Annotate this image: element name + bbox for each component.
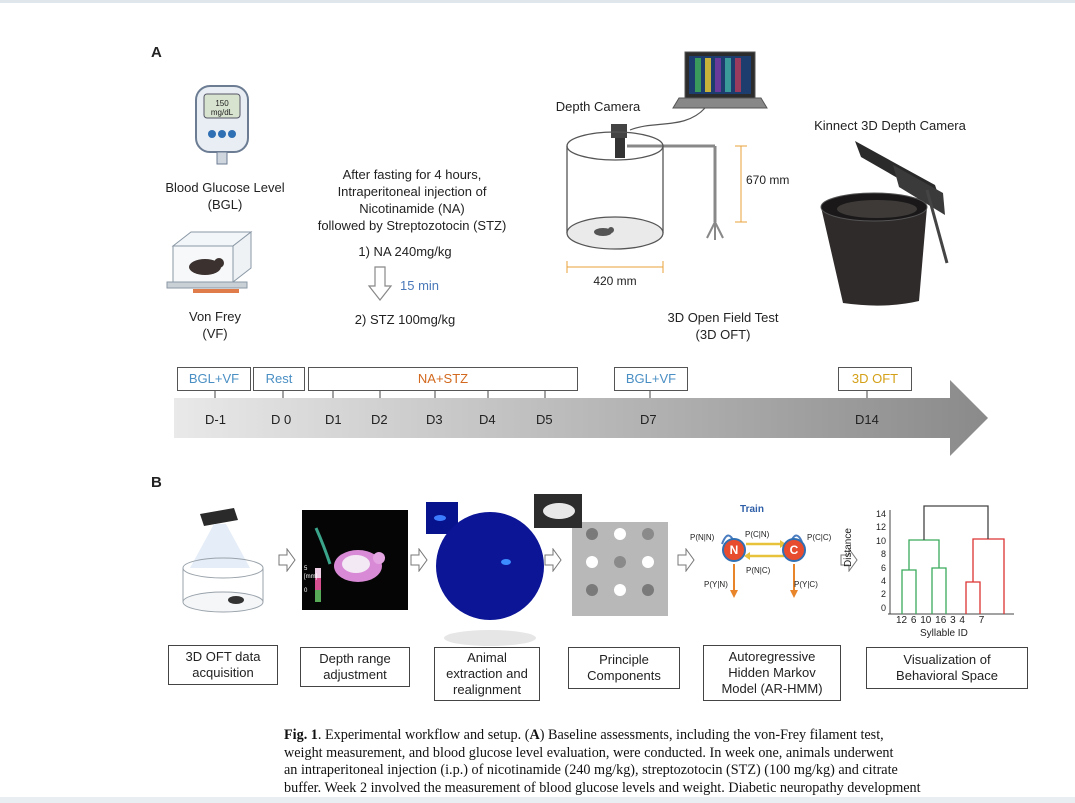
ytick-0: 0 xyxy=(880,602,886,613)
flow-arrow-icon-4 xyxy=(677,548,695,572)
oft-abbrev: (3D OFT) xyxy=(695,327,751,342)
ytick-10: 10 xyxy=(875,535,886,546)
state-n: N xyxy=(729,543,739,557)
depth-camera-label: Depth Camera xyxy=(555,99,641,114)
timeline-box-3d-oft: 3D OFT xyxy=(838,367,912,391)
flow-arrow-icon-3 xyxy=(544,548,562,572)
dendrogram-xlabel: Syllable ID xyxy=(920,628,968,639)
principal-components-icon xyxy=(534,494,668,616)
ytick-12: 12 xyxy=(875,522,886,533)
kinnect-camera-photo xyxy=(820,141,949,306)
step-box-visualization: Visualization of Behavioral Space xyxy=(866,647,1028,689)
ytick-2: 2 xyxy=(880,589,886,600)
flow-arrow-icon-2 xyxy=(410,548,428,572)
step2-text: 2) STZ 100mg/kg xyxy=(354,312,456,327)
von-frey-cage-icon xyxy=(166,230,253,293)
glucose-meter-icon xyxy=(195,85,249,165)
ytick-4: 4 xyxy=(880,576,886,587)
step-box-depth-range: Depth range adjustment xyxy=(300,647,410,687)
p-c-c: P(C|C) xyxy=(807,533,832,542)
xtick-10: 10 xyxy=(920,615,932,626)
step-box-acquisition: 3D OFT data acquisition xyxy=(168,645,278,685)
timeline-arrow xyxy=(174,380,988,456)
depth-scale-max: 5 xyxy=(304,566,308,572)
oft-acquisition-icon xyxy=(182,508,264,613)
state-c: C xyxy=(789,543,799,557)
step1-text: 1) NA 240mg/kg xyxy=(358,244,452,259)
flow-arrow-icon-5 xyxy=(840,548,858,572)
height-label: 670 mm xyxy=(746,173,790,187)
step-box-ar-hmm: Autoregressive Hidden Markov Model (AR-HMM… xyxy=(703,645,841,701)
bgl-title: Blood Glucose Level xyxy=(165,180,285,195)
p-n-n: P(N|N) xyxy=(690,533,715,542)
day-d0: D 0 xyxy=(271,412,292,427)
day-d7: D7 xyxy=(640,412,657,427)
depth-scale-min: 0 xyxy=(304,588,308,594)
step-box-extraction: Animal extraction and realignment xyxy=(434,647,540,701)
ytick-6: 6 xyxy=(880,562,886,573)
day-d14: D14 xyxy=(855,412,879,427)
p-n-c: P(N|C) xyxy=(746,566,771,575)
down-arrow-icon xyxy=(367,266,393,301)
dendrogram-plot xyxy=(888,505,1014,615)
timeline-box-bgl-vf-1: BGL+VF xyxy=(177,367,251,391)
meter-unit: mg/dL xyxy=(210,108,234,117)
day-d4: D4 xyxy=(479,412,496,427)
hmm-train-label: Train xyxy=(740,504,764,515)
depth-image-icon xyxy=(302,510,408,610)
day-d5: D5 xyxy=(536,412,553,427)
day-d2: D2 xyxy=(371,412,388,427)
ytick-14: 14 xyxy=(875,509,886,519)
p-y-c: P(Y|C) xyxy=(794,580,818,589)
vf-abbrev: (VF) xyxy=(202,326,228,341)
p-c-n: P(C|N) xyxy=(745,530,770,539)
day-d1: D1 xyxy=(325,412,342,427)
injection-line-3: Nicotinamide (NA) xyxy=(359,201,465,216)
interval-text: 15 min xyxy=(400,278,440,293)
panel-b-label: B xyxy=(151,474,162,491)
top-border xyxy=(0,0,1075,3)
step-box-principal-components: Principle Components xyxy=(568,647,680,689)
injection-line-1: After fasting for 4 hours, xyxy=(342,167,482,182)
day-d-1: D-1 xyxy=(205,412,226,427)
xtick-3: 3 xyxy=(950,615,956,626)
animal-extraction-icon xyxy=(426,502,544,646)
flow-arrow-icon-1 xyxy=(278,548,296,572)
timeline-box-na-stz: NA+STZ xyxy=(308,367,578,391)
xtick-4: 4 xyxy=(959,615,965,626)
vf-title: Von Frey xyxy=(188,309,242,324)
caption-label: Fig. 1 xyxy=(284,727,318,743)
width-label: 420 mm xyxy=(593,274,637,288)
panel-a-label: A xyxy=(151,44,162,61)
open-field-arena-icon xyxy=(566,51,768,273)
timeline-box-bgl-vf-2: BGL+VF xyxy=(614,367,688,391)
hmm-diagram xyxy=(721,534,806,598)
bgl-abbrev: (BGL) xyxy=(207,197,243,212)
injection-line-4: followed by Streptozotocin (STZ) xyxy=(317,218,507,233)
injection-line-2: Intraperitoneal injection of xyxy=(337,184,487,199)
timeline-box-rest: Rest xyxy=(253,367,305,391)
xtick-16: 16 xyxy=(935,615,947,626)
xtick-7: 7 xyxy=(978,615,985,626)
depth-scale-unit: [mm] xyxy=(304,574,318,580)
meter-value: 150 xyxy=(215,99,229,108)
ytick-8: 8 xyxy=(880,549,886,560)
kinnect-label: Kinnect 3D Depth Camera xyxy=(814,118,966,133)
xtick-12: 12 xyxy=(896,615,908,626)
figure-caption: Fig. 1. Experimental workflow and setup.… xyxy=(284,727,921,796)
oft-title: 3D Open Field Test xyxy=(667,310,779,325)
xtick-6: 6 xyxy=(910,615,917,626)
dendrogram-ylabel: Distance xyxy=(843,528,854,567)
day-d3: D3 xyxy=(426,412,443,427)
bottom-border xyxy=(0,797,1075,803)
dendrogram-xticks: 12 6 10 16 3 4 7 xyxy=(896,615,1026,626)
p-y-n: P(Y|N) xyxy=(704,580,728,589)
